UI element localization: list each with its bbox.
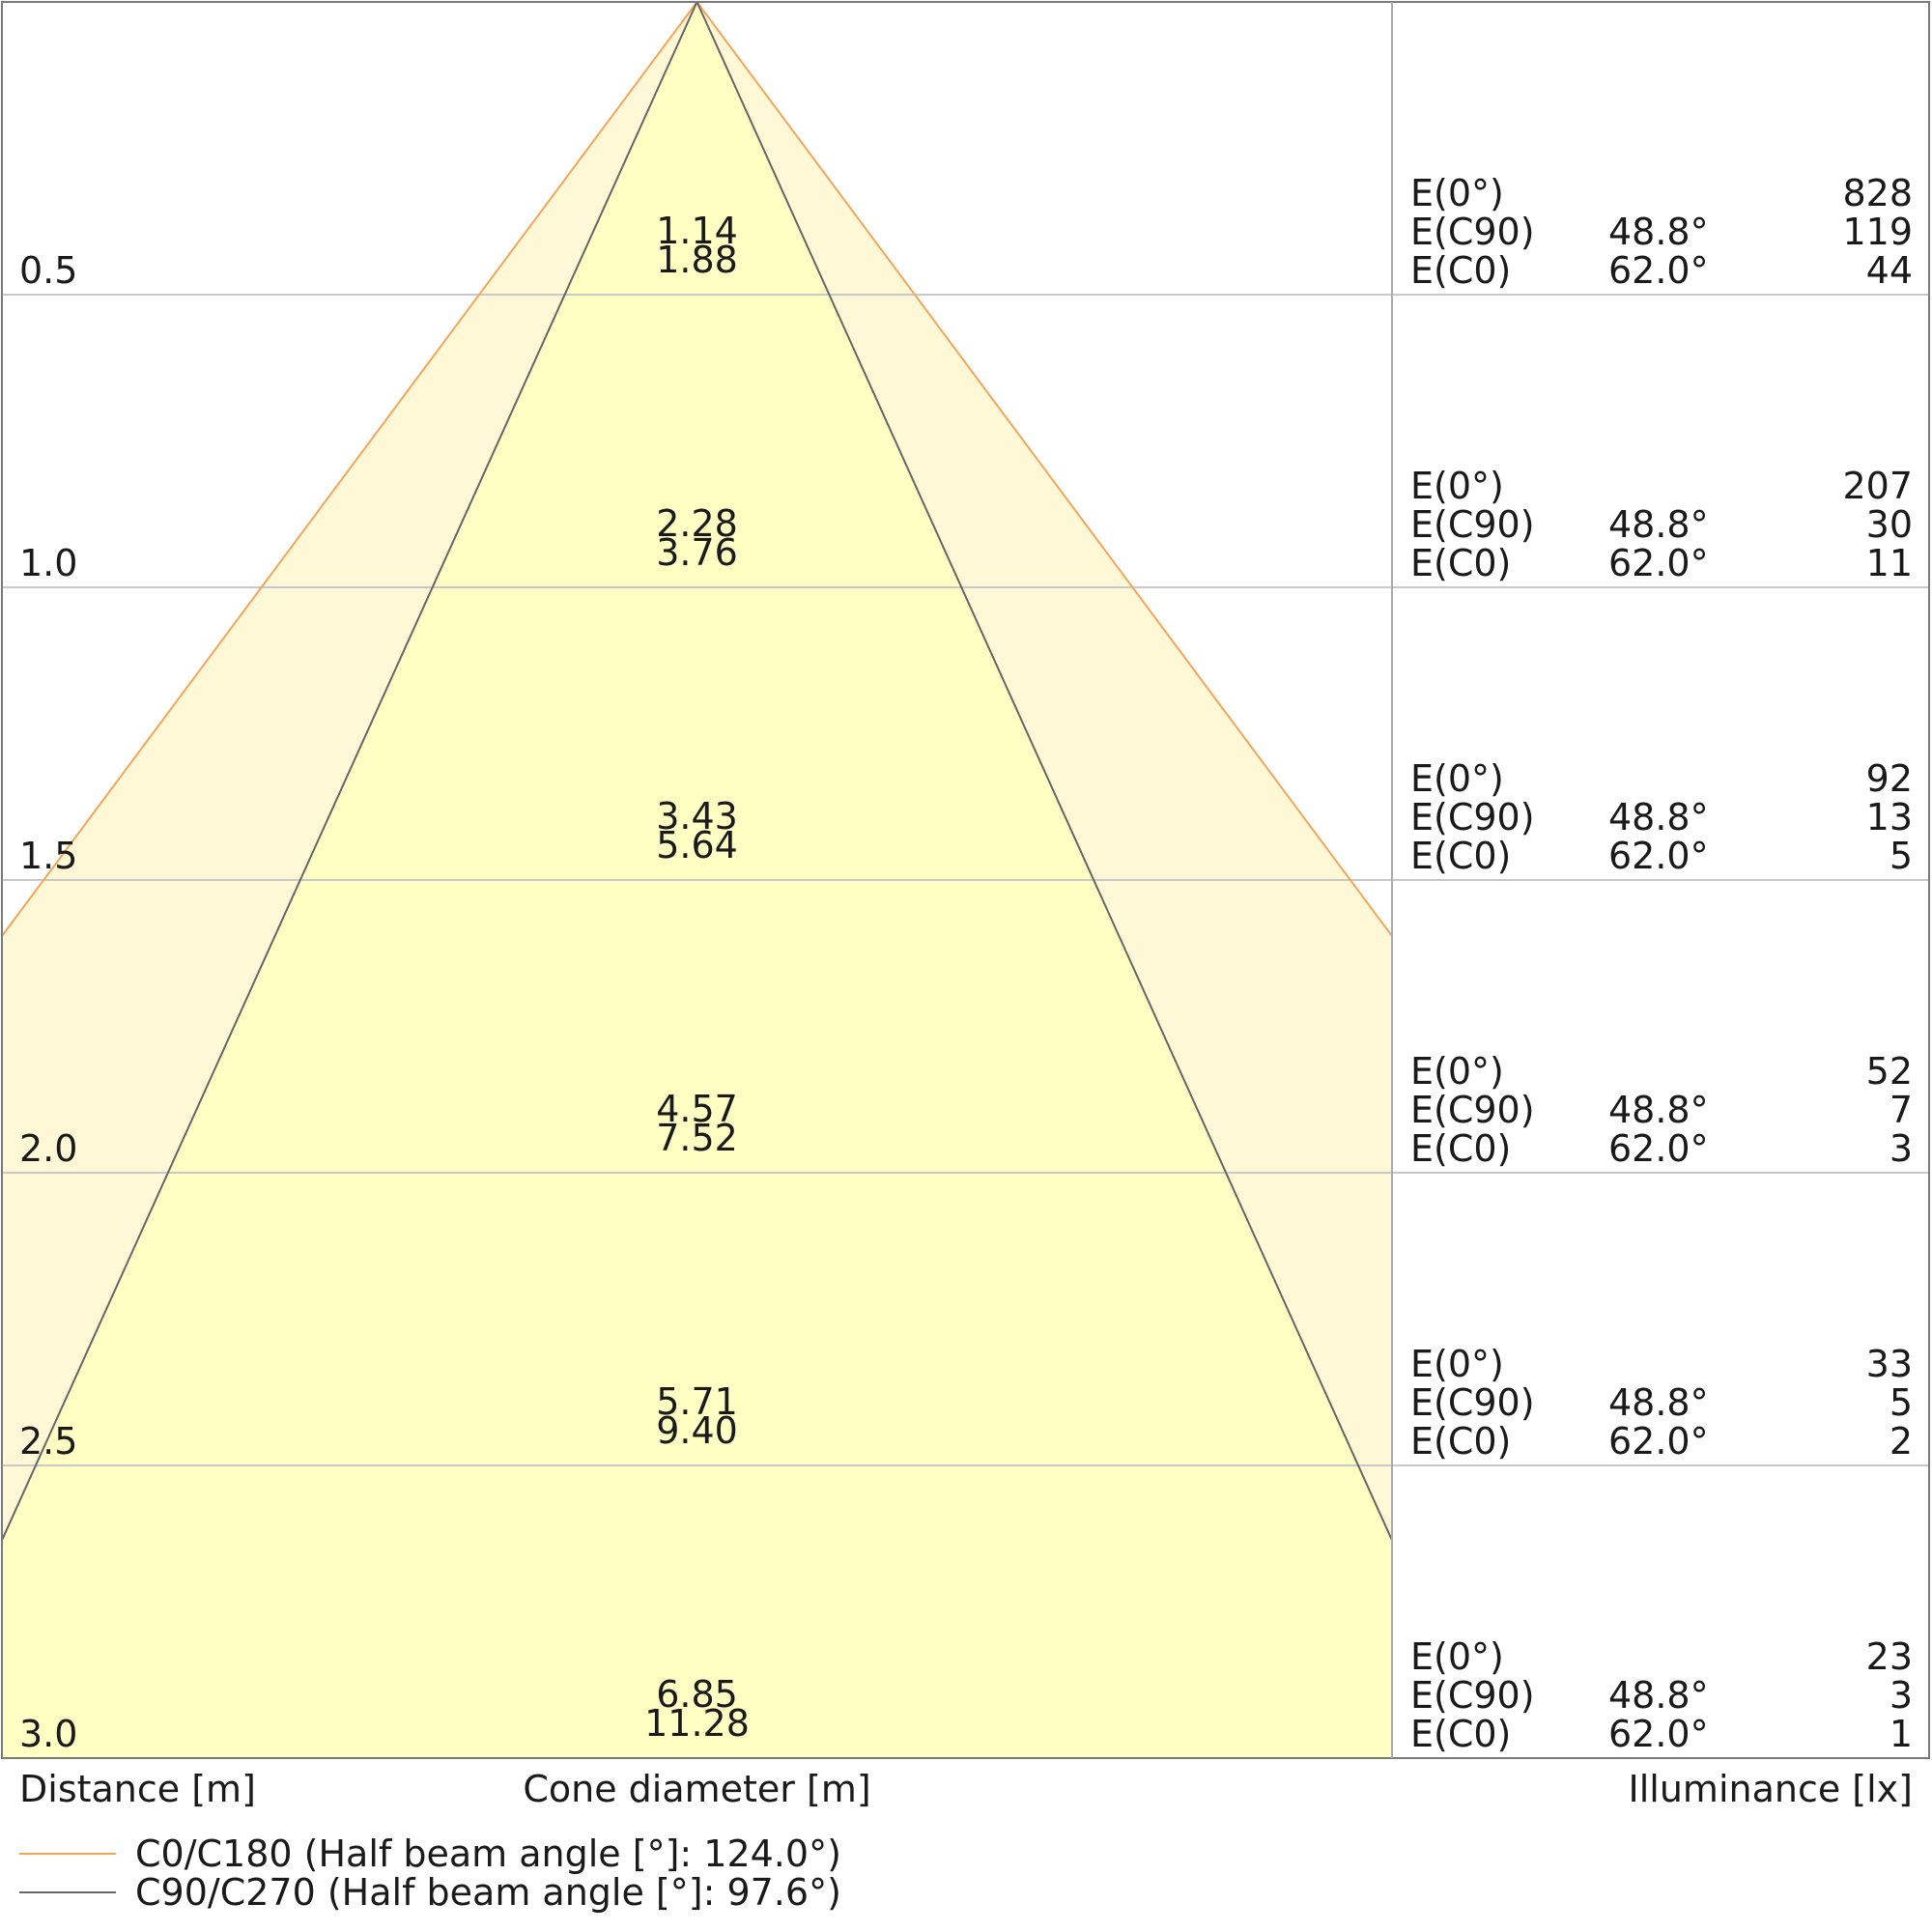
cone-diameter-label: 3.76 xyxy=(656,531,738,574)
illuminance-label: E(C0) xyxy=(1410,1420,1511,1463)
illuminance-value: 44 xyxy=(1866,249,1913,292)
cone-diameter-label: 3.43 xyxy=(656,795,738,838)
distance-label: 1.0 xyxy=(19,542,77,584)
beam-lines-layer xyxy=(1,1,1393,1541)
illuminance-angle: 48.8° xyxy=(1608,503,1709,546)
illuminance-angle: 48.8° xyxy=(1608,1381,1709,1424)
illuminance-label: E(0°) xyxy=(1410,172,1504,214)
illuminance-label: E(0°) xyxy=(1410,1635,1504,1678)
legend-entry: C90/C270 (Half beam angle [°]: 97.6°) xyxy=(135,1871,841,1914)
illuminance-value: 207 xyxy=(1842,465,1913,507)
illuminance-value: 2 xyxy=(1889,1420,1913,1463)
beam-edge-right-1 xyxy=(696,1,1393,1541)
illuminance-value: 52 xyxy=(1866,1050,1913,1093)
distance-label: 1.5 xyxy=(19,835,77,877)
illuminance-angle: 48.8° xyxy=(1608,1089,1709,1131)
illuminance-label: E(0°) xyxy=(1410,757,1504,800)
illuminance-angle: 48.8° xyxy=(1608,796,1709,838)
illuminance-value: 33 xyxy=(1866,1343,1913,1385)
distance-label: 0.5 xyxy=(19,249,77,292)
distance-label: 2.5 xyxy=(19,1420,77,1463)
illuminance-label: E(C90) xyxy=(1410,1381,1535,1424)
illuminance-value: 1 xyxy=(1889,1713,1913,1755)
x-axis-label: Cone diameter [m] xyxy=(523,1768,870,1810)
beam-edge-right-0 xyxy=(696,1,1393,937)
cone-diameter-label: 4.57 xyxy=(656,1088,738,1130)
cone-diameter-label: 1.14 xyxy=(656,210,738,252)
illuminance-value: 5 xyxy=(1889,835,1913,877)
chart-frame xyxy=(1,1,1930,1759)
illuminance-label: E(C0) xyxy=(1410,542,1511,584)
frame-layer xyxy=(1,1,1930,1759)
illuminance-value: 828 xyxy=(1842,172,1913,214)
illuminance-value: 3 xyxy=(1889,1674,1913,1717)
illuminance-value: 5 xyxy=(1889,1381,1913,1424)
cone-diameter-label: 5.64 xyxy=(656,824,738,867)
cone-diameter-label: 11.28 xyxy=(644,1702,750,1745)
illuminance-value: 11 xyxy=(1866,542,1913,584)
illuminance-value: 23 xyxy=(1866,1635,1913,1678)
illuminance-label: E(C90) xyxy=(1410,211,1535,253)
illuminance-angle: 48.8° xyxy=(1608,1674,1709,1717)
labels-layer: 0.5 1.141.88 1.0 2.283.76 1.5 3.435.64 2.0 4.57… xyxy=(19,172,1913,1810)
cone-diameter-label: 9.40 xyxy=(656,1409,738,1452)
illuminance-label: E(C0) xyxy=(1410,1713,1511,1755)
illuminance-value: 119 xyxy=(1842,211,1913,253)
y-axis-label: Distance [m] xyxy=(19,1768,256,1810)
illuminance-label: E(C90) xyxy=(1410,1674,1535,1717)
illuminance-angle: 62.0° xyxy=(1608,1420,1709,1463)
illuminance-label: E(C0) xyxy=(1410,835,1511,877)
cone-diameter-label: 6.85 xyxy=(656,1673,738,1716)
beam-edge-left-0 xyxy=(1,1,698,937)
illuminance-angle: 62.0° xyxy=(1608,249,1709,292)
illuminance-label: E(0°) xyxy=(1410,1343,1504,1385)
illuminance-label: E(C90) xyxy=(1410,796,1535,838)
illuminance-label: E(C0) xyxy=(1410,249,1511,292)
illuminance-angle: 48.8° xyxy=(1608,211,1709,253)
illuminance-value: 7 xyxy=(1889,1089,1913,1131)
cone-diameter-label: 7.52 xyxy=(656,1117,738,1159)
legend-entry: C0/C180 (Half beam angle [°]: 124.0°) xyxy=(135,1833,841,1875)
cone-diameter-label: 1.88 xyxy=(656,239,738,281)
illuminance-label: E(C0) xyxy=(1410,1127,1511,1170)
illuminance-angle: 62.0° xyxy=(1608,542,1709,584)
distance-label: 3.0 xyxy=(19,1713,77,1755)
grid-layer xyxy=(2,294,1929,1466)
illuminance-value: 30 xyxy=(1866,503,1913,546)
illuminance-label: E(0°) xyxy=(1410,1050,1504,1093)
illuminance-label: E(C90) xyxy=(1410,503,1535,546)
illuminance-axis-label: Illuminance [lx] xyxy=(1629,1768,1913,1810)
illuminance-value: 13 xyxy=(1866,796,1913,838)
cone-diameter-label: 2.28 xyxy=(656,502,738,545)
illuminance-value: 92 xyxy=(1866,757,1913,800)
illuminance-value: 3 xyxy=(1889,1127,1913,1170)
illuminance-label: E(C90) xyxy=(1410,1089,1535,1131)
legend: C0/C180 (Half beam angle [°]: 124.0°)C90… xyxy=(19,1833,841,1914)
cone-diameter-label: 5.71 xyxy=(656,1380,738,1423)
illuminance-angle: 62.0° xyxy=(1608,1127,1709,1170)
distance-label: 2.0 xyxy=(19,1127,77,1170)
beam-edge-left-1 xyxy=(1,1,698,1541)
illuminance-label: E(0°) xyxy=(1410,465,1504,507)
illuminance-angle: 62.0° xyxy=(1608,835,1709,877)
illuminance-angle: 62.0° xyxy=(1608,1713,1709,1755)
